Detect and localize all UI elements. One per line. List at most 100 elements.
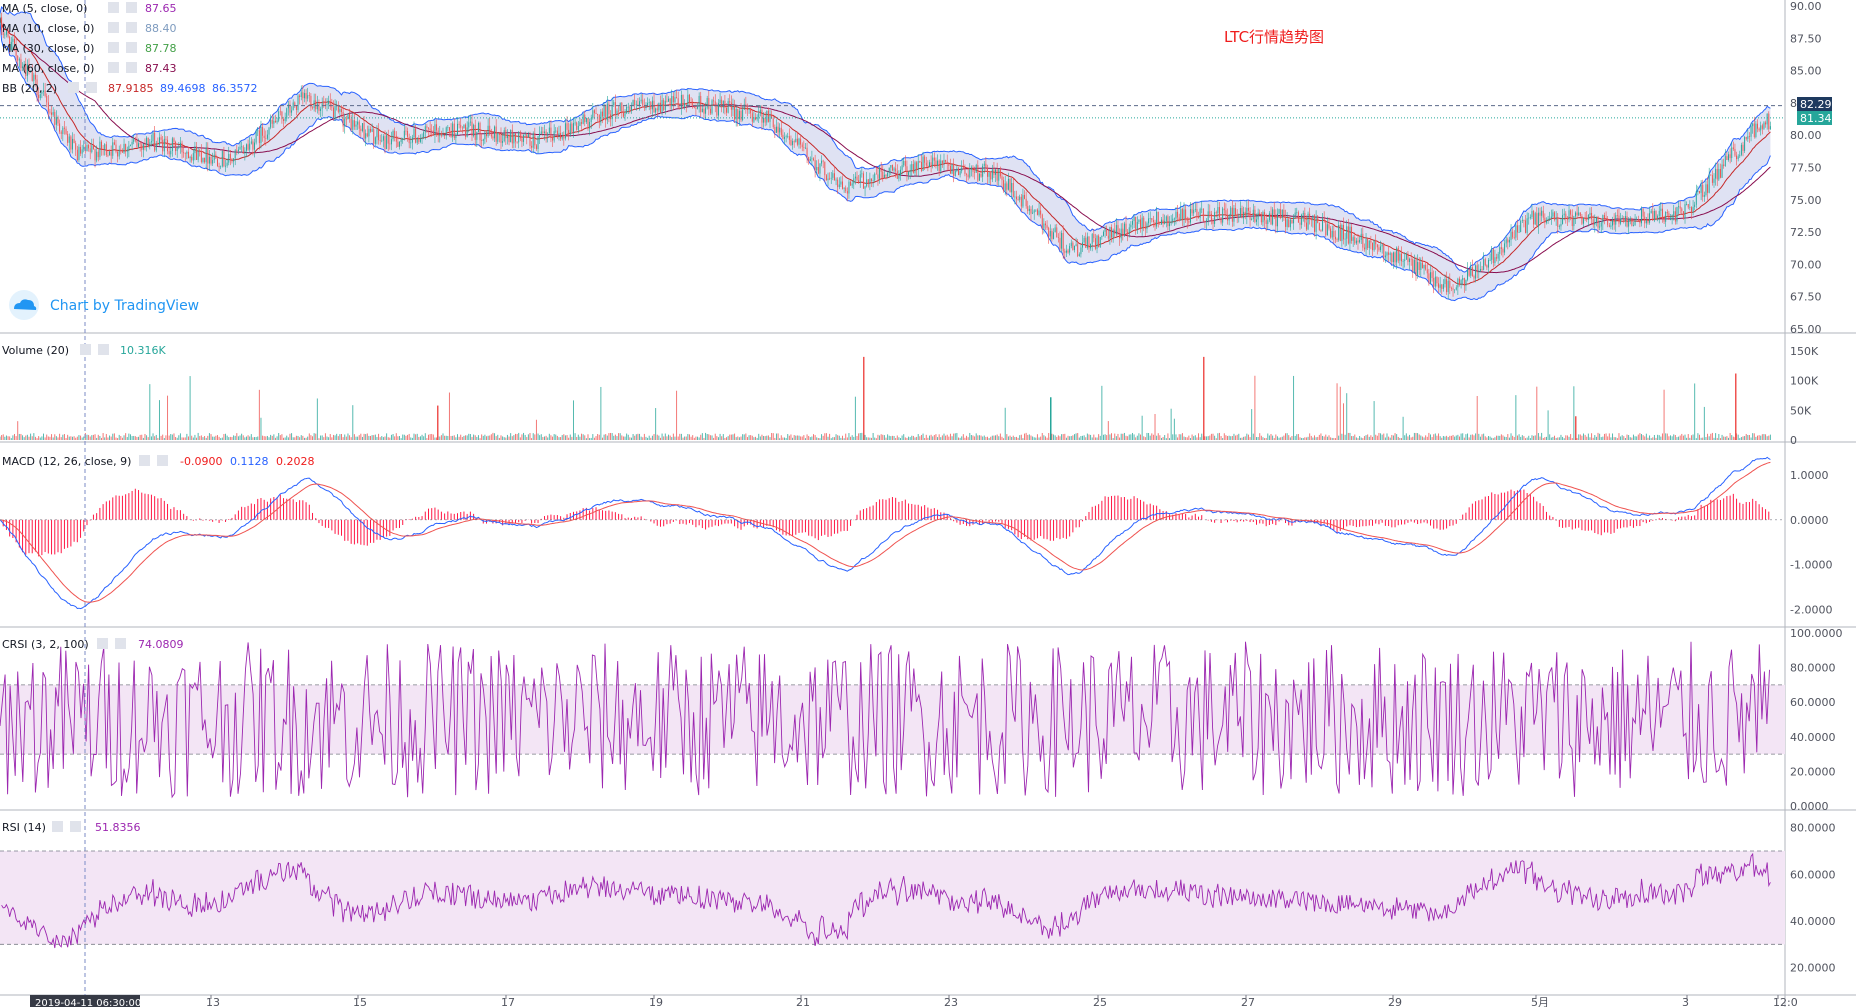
volume-bar	[974, 436, 976, 440]
macd-pane[interactable]	[0, 456, 1785, 610]
close-icon	[126, 2, 137, 13]
volume-bar	[60, 437, 62, 440]
volume-bar	[1491, 437, 1493, 440]
volume-bar	[972, 435, 974, 440]
volume-bar	[1518, 434, 1520, 440]
candle-body	[1201, 208, 1203, 210]
candle-body	[1670, 217, 1671, 220]
settings-icon[interactable]	[52, 821, 63, 832]
close-icon[interactable]	[70, 821, 81, 832]
volume-bar	[1597, 432, 1599, 440]
volume-bar	[1125, 435, 1127, 440]
time-axis[interactable]: 13 15 17 19 21 23 25 27 29 5月 3 12:0	[206, 995, 1798, 1007]
volume-bar	[265, 436, 267, 440]
volume-bar	[245, 436, 247, 440]
settings-icon[interactable]	[139, 455, 150, 466]
candle-body	[775, 126, 777, 133]
volume-bar	[194, 434, 196, 440]
volume-bar	[568, 437, 570, 440]
candle-body	[656, 108, 658, 111]
candle-body	[991, 169, 993, 180]
candle-body	[231, 158, 233, 162]
volume-bar	[326, 436, 328, 440]
candle-body	[497, 132, 499, 142]
candle-body	[1449, 280, 1451, 288]
volume-bar	[469, 434, 471, 440]
candle-body	[1384, 255, 1386, 258]
candle-body	[714, 101, 716, 107]
close-icon[interactable]	[98, 344, 109, 355]
close-icon[interactable]	[115, 638, 126, 649]
candle-body	[197, 150, 199, 160]
candle-body	[1262, 212, 1264, 223]
crsi-pane[interactable]	[0, 641, 1785, 799]
candle-body	[305, 93, 307, 99]
volume-bar	[1492, 438, 1494, 440]
settings-icon[interactable]	[80, 344, 91, 355]
volume-bar	[1317, 436, 1319, 440]
candle-body	[1294, 212, 1296, 218]
candle-body	[1647, 220, 1649, 223]
price-pane[interactable]	[0, 5, 1785, 302]
candle-body	[1663, 219, 1665, 222]
rsi-pane[interactable]	[0, 850, 1785, 949]
candle-body	[1502, 248, 1504, 253]
volume-bar	[1304, 437, 1306, 440]
settings-icon[interactable]	[97, 638, 108, 649]
volume-bar	[883, 435, 885, 440]
candle-body	[672, 96, 674, 103]
volume-bar	[830, 438, 832, 440]
volume-bar	[352, 405, 354, 440]
candle-body	[418, 137, 420, 142]
candle-body	[1415, 259, 1417, 276]
volume-bar	[1396, 434, 1398, 440]
volume-bar	[482, 435, 484, 440]
candle-body	[911, 164, 913, 172]
volume-bar	[874, 437, 876, 440]
candle-body	[131, 141, 133, 145]
candle-body	[192, 153, 194, 161]
close-icon[interactable]	[157, 455, 168, 466]
volume-pane[interactable]	[0, 356, 1771, 440]
volume-bar	[1689, 437, 1691, 440]
candle-body	[184, 153, 186, 154]
volume-bar	[664, 433, 666, 440]
volume-bar	[1273, 438, 1275, 440]
candle-body	[927, 165, 929, 167]
candle-body	[1078, 254, 1080, 257]
candle-body	[12, 38, 14, 42]
volume-bar	[489, 435, 491, 440]
candle-body	[1067, 250, 1069, 253]
volume-bar	[991, 435, 993, 440]
volume-bar	[101, 437, 102, 440]
candle-body	[316, 103, 318, 110]
tradingview-watermark[interactable]: Chart by TradingView	[9, 290, 199, 320]
volume-bar	[729, 434, 731, 440]
volume-bar	[1568, 436, 1570, 440]
volume-bar	[1064, 433, 1066, 440]
volume-bar	[1541, 432, 1543, 440]
candle-body	[1106, 229, 1108, 236]
candle-body	[73, 138, 75, 144]
candle-body	[767, 110, 769, 122]
candle-body	[1099, 237, 1101, 248]
volume-bar	[1252, 433, 1254, 440]
candle-body	[1247, 207, 1249, 211]
volume-bar	[1210, 433, 1212, 440]
volume-bar	[995, 435, 997, 440]
candle-body	[1231, 207, 1233, 222]
candle-body	[196, 146, 198, 160]
volume-bar	[444, 435, 446, 440]
candle-body	[1338, 225, 1340, 240]
volume-bar	[671, 437, 673, 440]
candle-body	[1318, 223, 1320, 231]
volume-bar	[1446, 435, 1448, 440]
volume-bar	[1067, 435, 1069, 440]
volume-bar	[854, 396, 856, 440]
volume-bar	[1605, 433, 1607, 440]
candle-body	[1489, 259, 1491, 261]
volume-bar	[476, 436, 478, 440]
candle-body	[1769, 126, 1771, 130]
volume-bar	[1565, 435, 1567, 440]
volume-bar	[597, 434, 599, 440]
